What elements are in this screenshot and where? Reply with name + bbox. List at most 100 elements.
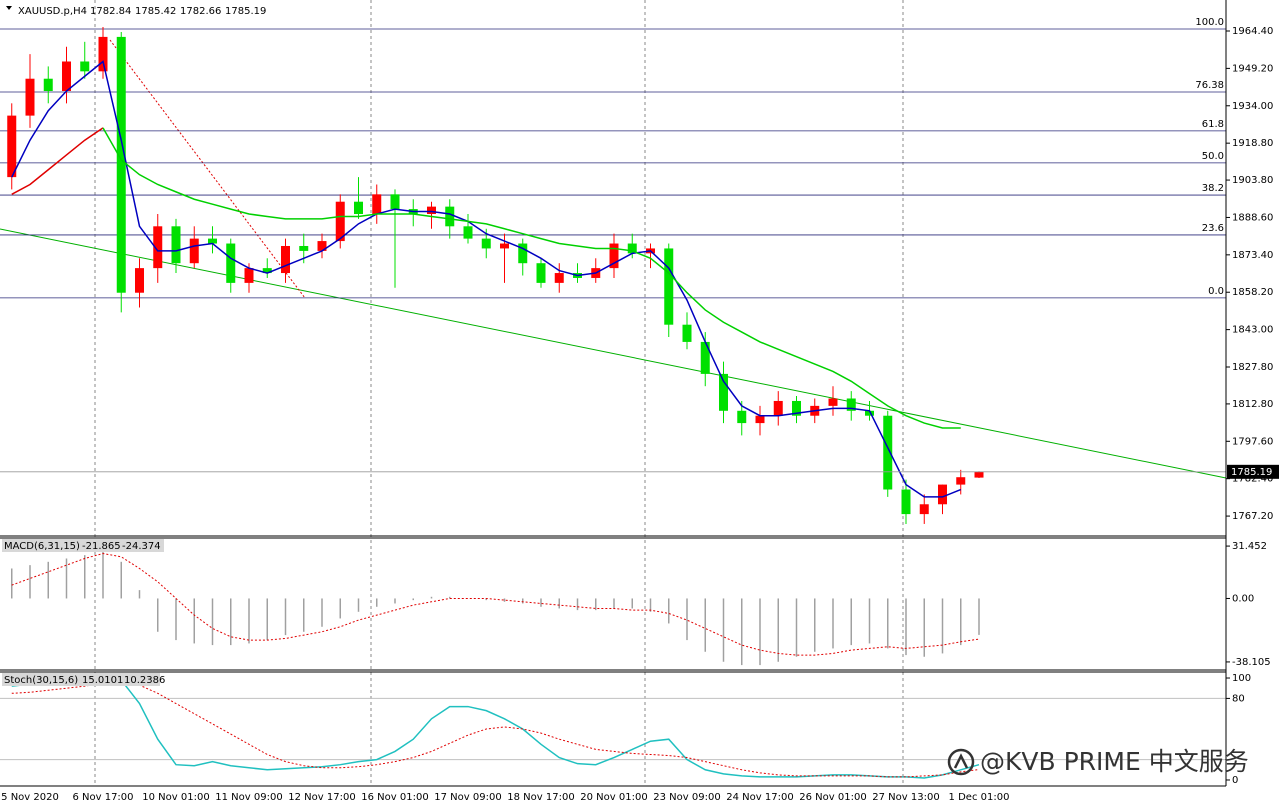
indicator-line: [11, 60, 962, 498]
candle-body: [463, 226, 473, 239]
logo-mark: [953, 753, 969, 769]
candle-body: [737, 410, 747, 424]
y-tick-label: 1949.20: [1232, 63, 1273, 74]
x-tick-label: 5 Nov 2020: [1, 792, 59, 803]
last-price-label: 1785.19: [1231, 467, 1272, 478]
x-tick-label: 23 Nov 09:00: [653, 792, 720, 803]
candle-body: [98, 36, 108, 72]
symbol-title: XAUUSD.p,H4: [18, 6, 87, 17]
candle-body: [208, 238, 217, 244]
x-tick-label: 10 Nov 01:00: [142, 792, 209, 803]
y-tick-label: 0.00: [1232, 593, 1254, 604]
candle-body: [974, 471, 984, 478]
candle-body: [372, 194, 382, 215]
macd-signal-value: -24.374: [122, 541, 161, 552]
chart-layer: 1964.40 1949.20 1934.00 1918.80 1903.80 1888.…: [0, 17, 1279, 803]
stoch-signal-value: 10.2386: [124, 675, 165, 686]
candle-body: [116, 36, 126, 293]
y-tick-label: 0: [1232, 775, 1238, 786]
x-tick-label: 27 Nov 13:00: [872, 792, 939, 803]
y-tick-label: 1903.80: [1232, 175, 1273, 186]
menu-arrow[interactable]: [6, 6, 12, 10]
x-tick-label: 1 Dec 01:00: [949, 792, 1010, 803]
candle-body: [354, 201, 363, 215]
candle-body: [25, 78, 35, 116]
watermark: @KVB PRIME 中文服务: [980, 747, 1249, 776]
candle-body: [518, 243, 528, 264]
fib-label: 76.38: [1195, 80, 1224, 91]
candle-body: [938, 484, 947, 505]
x-tick-label: 18 Nov 17:00: [507, 792, 574, 803]
candle-body: [536, 263, 546, 283]
y-tick-label: 1858.20: [1232, 287, 1273, 298]
x-tick-label: 17 Nov 09:00: [434, 792, 501, 803]
y-tick-label: 100: [1232, 673, 1251, 684]
candle-body: [481, 238, 491, 249]
y-tick-label: -38.105: [1232, 657, 1271, 668]
indicator-line: [11, 677, 980, 779]
indicator-line: [102, 127, 961, 429]
candle-body: [281, 245, 290, 274]
candle-body: [445, 206, 455, 227]
y-tick-label: 1782.40: [1232, 474, 1273, 485]
ohlc-close: 1785.19: [225, 6, 266, 17]
fib-label: 100.0: [1195, 17, 1224, 28]
ohlc-high: 1785.42: [135, 6, 176, 17]
ohlc-low: 1782.66: [180, 6, 221, 17]
indicator-line: [11, 127, 104, 195]
ohlc-open: 1782.84: [90, 6, 131, 17]
y-tick-label: 1873.40: [1232, 250, 1273, 261]
candle-body: [62, 61, 71, 92]
y-tick-label: 1797.60: [1232, 436, 1273, 447]
candle-body: [226, 243, 236, 283]
y-tick-label: 1843.00: [1232, 325, 1273, 336]
y-tick-label: 1964.40: [1232, 26, 1273, 37]
candle-body: [700, 341, 710, 374]
x-tick-label: 12 Nov 17:00: [288, 792, 355, 803]
candle-body: [554, 273, 564, 283]
indicator-label-bg: [2, 673, 160, 686]
trend-line: [0, 228, 1227, 479]
candle-body: [390, 194, 400, 210]
candle-body: [682, 324, 692, 342]
fib-label: 38.2: [1202, 183, 1224, 194]
candle-body: [609, 243, 619, 269]
x-tick-label: 6 Nov 17:00: [72, 792, 133, 803]
candle-body: [755, 415, 765, 424]
indicator-label-bg: [2, 539, 164, 552]
candle-body: [719, 373, 728, 411]
trend-line: [109, 39, 306, 299]
x-tick-label: 26 Nov 01:00: [799, 792, 866, 803]
logo-ring: [947, 748, 975, 776]
x-tick-label: 20 Nov 01:00: [580, 792, 647, 803]
candle-body: [792, 400, 801, 416]
candle-body: [883, 415, 893, 490]
candle-body: [865, 410, 874, 416]
y-tick-label: 31.452: [1232, 541, 1267, 552]
y-tick-label: 1827.80: [1232, 362, 1273, 373]
fib-label: 61.8: [1202, 119, 1224, 130]
candle-body: [956, 477, 966, 485]
candle-body: [244, 268, 254, 283]
fib-label: 0.0: [1208, 286, 1224, 297]
y-tick-label: 1812.80: [1232, 399, 1273, 410]
candle-body: [846, 398, 856, 411]
candle-body: [500, 243, 509, 249]
candle-body: [773, 400, 783, 416]
candle-body: [43, 78, 53, 92]
watermark-logo: [947, 748, 975, 776]
candle-body: [189, 238, 199, 264]
stoch-main-value: 15.0101: [82, 675, 123, 686]
y-tick-label: 80: [1232, 693, 1245, 704]
candle-body: [664, 248, 674, 325]
indicator-line: [11, 552, 980, 656]
macd-value: -21.865: [82, 541, 121, 552]
candle-body: [627, 243, 637, 254]
stoch-title: Stoch(30,15,6): [4, 675, 78, 686]
y-tick-label: 1767.20: [1232, 511, 1273, 522]
y-tick-label: 1888.60: [1232, 212, 1273, 223]
y-tick-label: 1918.80: [1232, 138, 1273, 149]
candle-body: [7, 115, 17, 178]
